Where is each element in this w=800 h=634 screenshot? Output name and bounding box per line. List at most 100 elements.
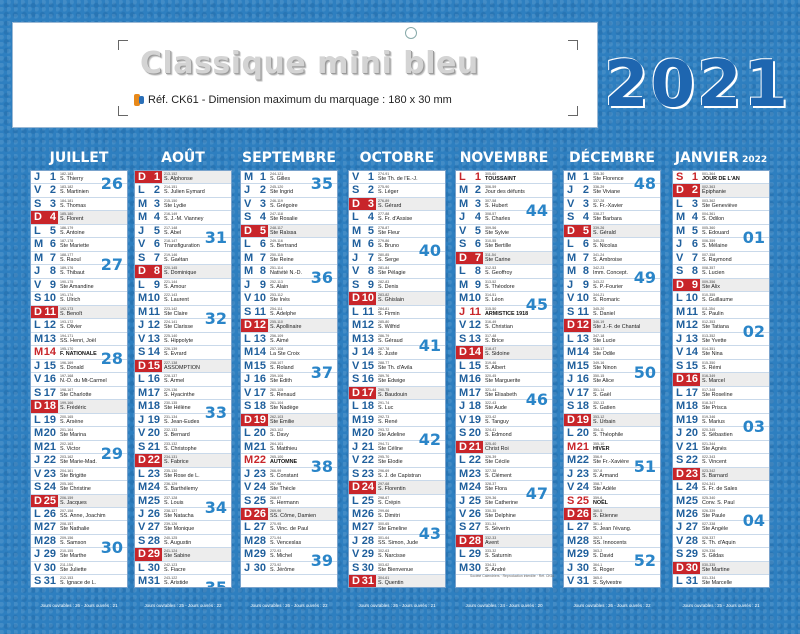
day-letter: J [138,413,145,426]
day-number: 12 [253,319,266,332]
crop-mark-top-right [568,40,578,50]
day-letter: J [676,332,683,345]
day-number: 25 [253,494,266,507]
calendar-title: Classique mini bleu [140,46,479,81]
day-letter: D [138,548,146,561]
day-row: J 27 027-338 Ste Angèle [673,521,769,535]
crop-mark-top-left [118,40,128,50]
day-cell: V 17 [241,387,268,399]
day-of-year: 333-32 [485,549,497,554]
day-number: 15 [361,359,374,372]
day-number: 10 [468,292,481,305]
day-of-year: 324-41 [485,428,497,433]
day-row: V 24 358-7 Ste Adèle [564,481,660,495]
day-row: V 21 021-344 Ste Agnès [673,441,769,455]
saint-name: S. Tanguy [485,418,509,425]
day-number: 31 [147,575,160,588]
day-cell: M 15 [241,360,268,372]
saint-name: Ste Adèle [593,486,617,493]
day-number: 27 [685,521,698,534]
saint-name: S. Marcel [702,378,725,385]
day-letter: S [676,359,684,372]
saint-name: Avent [485,539,499,546]
saint-name: S. Thomas [60,202,86,209]
saint-name: S. Odilon [702,216,725,223]
day-of-year: 335-30 [593,172,605,176]
day-number: 2 [582,184,589,197]
day-row: M 24 328-37 Ste Flora [456,481,552,495]
day-number: 21 [253,440,266,453]
day-letter: D [567,319,575,332]
saint-name: S. Alphonse [164,176,193,182]
month-column: V 1 274-91 Ste Th. de l'E.-J. S 2 275-90 S. Lég… [348,170,446,588]
day-cell: M 10 [135,292,162,304]
day-number: 21 [361,440,374,453]
month-name: JUILLET [49,150,109,166]
day-of-year: 253-112 [270,293,283,298]
day-row: M 27 208-157 Ste Nathalie [31,521,127,535]
day-letter: V [459,319,467,332]
day-letter: M [138,197,148,210]
day-letter: J [34,359,41,372]
day-letter: M [34,332,44,345]
saint-name: S. Quentin [378,580,404,587]
day-letter: L [244,238,251,251]
day-letter: V [459,413,467,426]
day-letter: S [352,561,360,574]
day-cell: M 26 [349,508,376,520]
day-row: M 11 223-142 Ste Claire [135,305,231,320]
day-letter: S [352,184,360,197]
month-footer: Jours ouvrables : 25 - Jours ouvrés : 21 [682,603,760,608]
saint-name: S. Julien Eymard [164,189,205,196]
saint-name: S. Etienne [593,513,618,519]
day-row: D 12 346-19 Ste J.-F. de Chantal [564,319,660,333]
month-column: L 1 305-60 TOUSSAINT M 2 306-59 Jour des défunt… [455,170,553,588]
saint-name: S. Léon [485,297,504,304]
day-number: 17 [43,386,56,399]
day-number: 26 [361,508,374,520]
day-of-year: 241-124 [164,549,178,554]
day-row: D 8 220-145 S. Dominique [135,265,231,279]
day-letter: S [567,305,575,318]
day-letter: M [34,346,44,359]
saint-name: S. Denis [378,283,399,290]
saint-name: Ste Emeline [378,526,408,533]
day-cell: S 25 [241,495,268,507]
week-number: 43 [418,524,441,544]
saint-name: S. Gilles [270,176,291,182]
day-letter: D [459,440,467,453]
day-letter: M [352,413,362,426]
day-cell: M 28 [241,535,268,547]
day-row: L 11 284-81 S. Firmin [349,306,445,320]
day-cell: M 28 [564,535,591,547]
saint-name: Ste Elodie [378,459,403,466]
day-of-year: 303-62 [378,562,390,567]
day-number: 23 [43,467,56,480]
day-cell: J 14 [349,346,376,358]
saint-name: S. René [378,418,398,425]
saint-name: S. Martinien [60,189,89,196]
day-letter: J [138,224,145,237]
day-row: S 3 184-181 S. Thomas [31,198,127,212]
day-letter: M [138,400,148,413]
day-number: 16 [43,373,56,386]
day-number: 25 [361,494,374,507]
day-letter: V [138,427,146,440]
saint-name: Imm. Concept. [593,270,629,277]
day-row: S 31 212-153 S. Ignace de L. [31,575,127,587]
day-row: S 21 233-132 S. Christophe [135,441,231,455]
saint-name: Ste Paule [702,513,726,519]
day-row: L 1 305-60 TOUSSAINT [456,171,552,185]
day-number: 18 [468,400,481,413]
day-row: J 26 238-127 Ste Natacha [135,508,231,522]
day-row: M 15 258-107 S. Roland [241,360,337,374]
day-of-year: 005-360 [702,225,716,230]
day-row: V 23 204-161 Ste Brigitte [31,467,127,482]
day-cell: M 20 [31,427,58,439]
day-number: 11 [148,305,160,318]
day-of-year: 284-81 [378,306,390,311]
